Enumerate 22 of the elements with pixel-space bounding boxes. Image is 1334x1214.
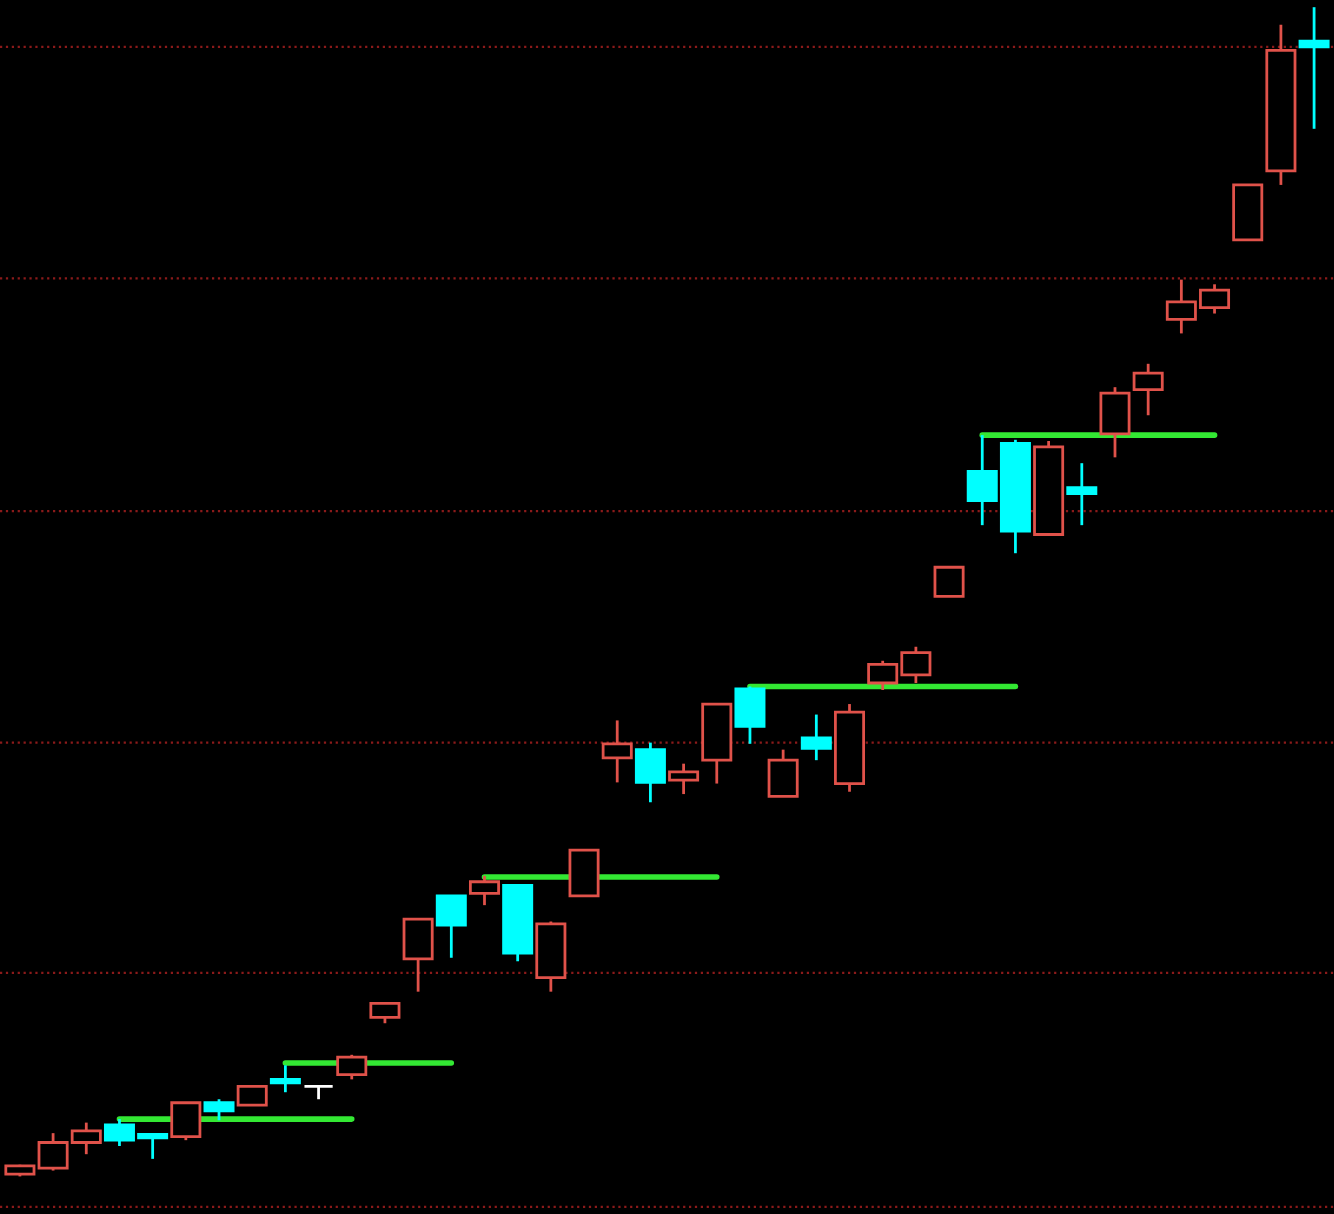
candlestick: [800, 713, 832, 762]
candlestick: [601, 719, 633, 784]
candlestick: [734, 685, 766, 746]
candlestick: [767, 748, 799, 798]
candlestick: [303, 1084, 335, 1101]
candlestick: [668, 762, 700, 796]
candlestick: [568, 848, 600, 898]
candlestick: [435, 894, 467, 960]
candlestick: [1298, 5, 1330, 131]
candlestick: [1099, 385, 1131, 459]
candlestick: [336, 1053, 368, 1081]
candlestick: [236, 1084, 268, 1107]
candlestick: [634, 741, 666, 804]
candlestick: [402, 917, 434, 994]
candlestick: [1132, 362, 1164, 417]
candlestick: [1066, 461, 1098, 527]
candlestick: [170, 1101, 202, 1142]
candlestick: [203, 1097, 235, 1122]
candlestick: [933, 565, 965, 598]
candlestick: [369, 1001, 401, 1025]
candlestick: [269, 1063, 301, 1094]
candlestick: [468, 874, 500, 907]
